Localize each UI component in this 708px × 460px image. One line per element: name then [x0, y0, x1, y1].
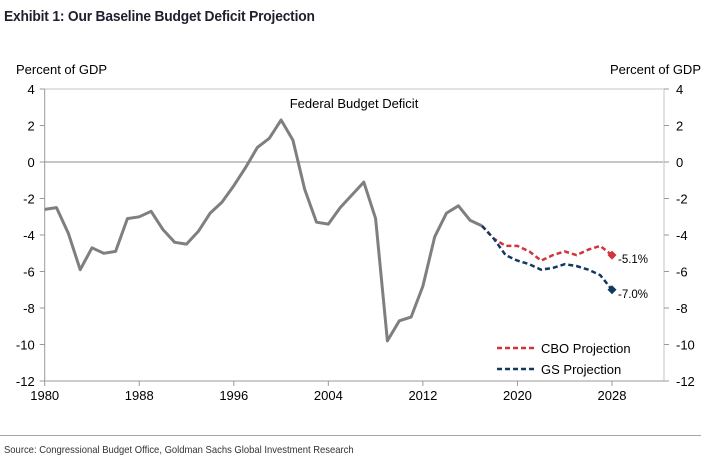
series-end-marker-cbo: [607, 250, 617, 260]
x-tick-label: 2020: [503, 388, 532, 403]
y-tick-label-left: 2: [27, 119, 34, 134]
y-tick-label-left: -4: [23, 228, 35, 243]
y-tick-label-right: -8: [676, 301, 688, 316]
y-tick-label-right: -10: [676, 338, 695, 353]
legend-label-gs: GS Projection: [541, 362, 621, 377]
y-tick-label-right: -2: [676, 192, 688, 207]
series-line-history: [44, 118, 483, 343]
exhibit-title: Exhibit 1: Our Baseline Budget Deficit P…: [4, 8, 315, 25]
series-line-gs: [481, 225, 613, 291]
x-tick-label: 1980: [30, 388, 59, 403]
x-tick-label: 2004: [314, 388, 343, 403]
x-tick-label: 2012: [408, 388, 437, 403]
y-axis-title-right: Percent of GDP: [610, 62, 701, 77]
y-tick-label-left: -8: [23, 301, 35, 316]
end-labels: -5.1% -7.0%: [618, 254, 648, 301]
series: [44, 118, 617, 343]
plot-frame: [44, 88, 664, 163]
y-tick-label-right: 4: [676, 82, 683, 97]
y-tick-label-right: -4: [676, 228, 688, 243]
end-label-cbo: -5.1%: [618, 254, 648, 266]
chart-inner-title: Federal Budget Deficit: [290, 96, 419, 111]
y-tick-label-right: 2: [676, 119, 683, 134]
x-tick-label: 2028: [598, 388, 627, 403]
y-tick-label-right: -12: [676, 374, 695, 389]
y-tick-label-left: 0: [27, 155, 34, 170]
end-label-gs: -7.0%: [618, 289, 648, 301]
x-tick-label: 1996: [219, 388, 248, 403]
y-tick-label-left: 4: [27, 82, 34, 97]
source-divider: [0, 435, 701, 436]
legend: CBO Projection GS Projection: [497, 341, 631, 377]
source-note: Source: Congressional Budget Office, Gol…: [4, 444, 354, 456]
series-line-cbo: [481, 225, 613, 262]
y-tick-label-left: -2: [23, 192, 35, 207]
y-tick-label-left: -10: [16, 338, 35, 353]
y-tick-label-left: -6: [23, 265, 35, 280]
y-tick-label-left: -12: [16, 374, 35, 389]
x-tick-label: 1988: [125, 388, 154, 403]
y-tick-label-right: 0: [676, 155, 683, 170]
series-end-marker-gs: [607, 285, 617, 295]
y-tick-label-right: -6: [676, 265, 688, 280]
y-axis-title-left: Percent of GDP: [16, 62, 107, 77]
legend-label-cbo: CBO Projection: [541, 341, 631, 356]
